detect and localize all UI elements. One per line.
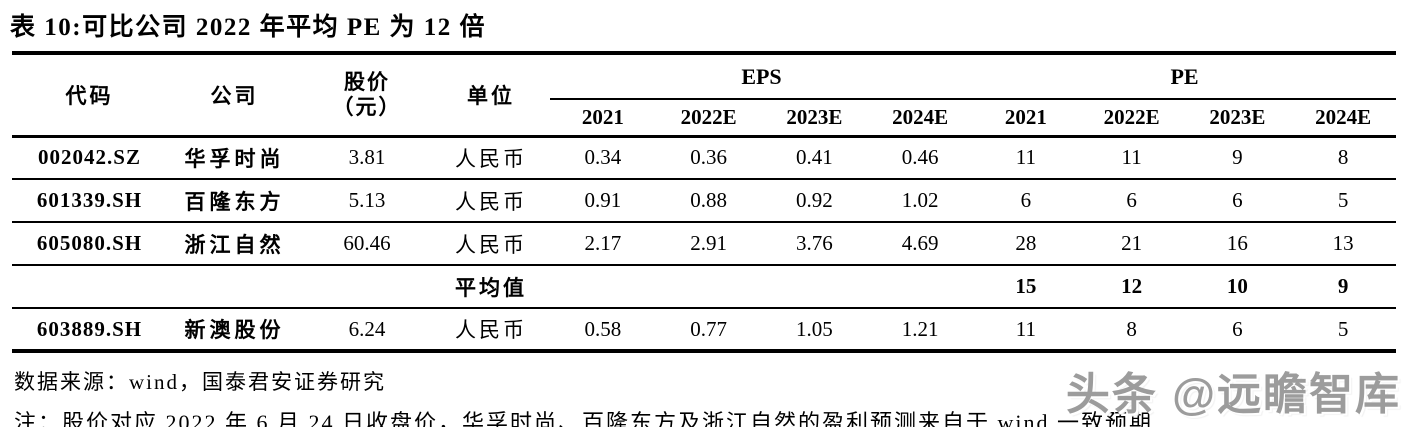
header-unit: 单位 <box>432 53 550 138</box>
table-row: 601339.SH 百隆东方 5.13 人民币 0.91 0.88 0.92 1… <box>12 179 1396 223</box>
table-header-years-row: 2021 2022E 2023E 2024E 2021 2022E 2023E … <box>12 99 1396 138</box>
cell-eps-2023e <box>761 265 868 309</box>
cell-pe-2024e: 13 <box>1290 222 1396 266</box>
cell-pe-2023e: 10 <box>1184 265 1291 309</box>
cell-unit: 人民币 <box>432 136 550 180</box>
cell-pe-2023e: 16 <box>1184 222 1291 266</box>
cell-code <box>12 265 167 309</box>
cell-unit: 人民币 <box>455 318 527 342</box>
cell-company <box>167 265 302 309</box>
cell-eps-2024e: 4.69 <box>867 222 973 266</box>
cell-pe-2024e: 5 <box>1337 316 1349 341</box>
cell-eps-2022e: 0.77 <box>690 316 727 341</box>
cell-pe-2024e: 8 <box>1290 136 1396 180</box>
data-source-note: 数据来源：wind，国泰君安证券研究 <box>14 370 386 394</box>
cell-pe-2021: 6 <box>973 179 1079 223</box>
table-row-average: 平均值 15 12 10 9 <box>12 265 1396 309</box>
cell-pe-2022e: 21 <box>1078 222 1185 266</box>
cell-pe-2024e: 5 <box>1290 179 1396 223</box>
cell-pe-2022e: 8 <box>1126 316 1137 341</box>
cell-eps-2024e: 1.02 <box>867 179 973 223</box>
cell-eps-2023e: 1.05 <box>796 316 833 341</box>
header-code: 代码 <box>12 53 167 138</box>
header-price-line1: 股价 <box>344 69 390 94</box>
cell-eps-2023e: 0.92 <box>761 179 868 223</box>
cell-average-label: 平均值 <box>432 265 550 309</box>
cell-eps-2021: 0.91 <box>550 179 656 223</box>
cell-price: 6.24 <box>348 316 386 341</box>
cell-pe-2021: 11 <box>973 136 1079 180</box>
header-eps-2021: 2021 <box>550 99 656 138</box>
cell-eps-2024e: 1.21 <box>901 316 939 341</box>
header-pe-group: PE <box>973 53 1396 100</box>
header-price: 股价 （元） <box>302 53 432 138</box>
cell-company: 百隆东方 <box>167 179 302 223</box>
header-company: 公司 <box>167 53 302 138</box>
header-price-line2: （元） <box>332 94 402 119</box>
cell-pe-2023e: 6 <box>1184 179 1291 223</box>
cell-unit: 人民币 <box>432 222 550 266</box>
cell-code: 603889.SH <box>36 316 143 341</box>
cell-eps-2021: 0.34 <box>550 136 656 180</box>
cell-code: 601339.SH <box>12 179 167 223</box>
cell-pe-2024e: 9 <box>1290 265 1396 309</box>
page-title: 表 10:可比公司 2022 年平均 PE 为 12 倍 <box>10 14 487 41</box>
cell-eps-2022e: 0.36 <box>655 136 762 180</box>
cell-company: 浙江自然 <box>167 222 302 266</box>
cell-eps-2022e: 2.91 <box>655 222 762 266</box>
cell-code: 605080.SH <box>12 222 167 266</box>
header-eps-group: EPS <box>550 53 973 100</box>
cell-eps-2022e: 0.88 <box>655 179 762 223</box>
table-row: 002042.SZ 华孚时尚 3.81 人民币 0.34 0.36 0.41 0… <box>12 136 1396 180</box>
cell-company: 华孚时尚 <box>167 136 302 180</box>
header-pe-2024e: 2024E <box>1290 99 1396 138</box>
cell-pe-2021: 15 <box>973 265 1079 309</box>
cell-eps-2022e <box>655 265 762 309</box>
header-pe-2021: 2021 <box>973 99 1079 138</box>
cell-price <box>302 265 432 309</box>
comparable-companies-table: 代码 公司 股价 （元） 单位 EPS PE 2021 2022E 2023E … <box>12 51 1396 353</box>
table-row: 603889.SH 新澳股份 6.24 人民币 0.58 0.77 1.05 1… <box>12 308 1396 351</box>
table-header-group-row: 代码 公司 股价 （元） 单位 EPS PE <box>12 53 1396 138</box>
cell-unit: 人民币 <box>432 179 550 223</box>
cell-pe-2023e: 6 <box>1232 316 1243 341</box>
cell-eps-2021 <box>550 265 656 309</box>
cell-price: 3.81 <box>302 136 432 180</box>
cell-pe-2022e: 6 <box>1078 179 1185 223</box>
footnote: 注：股价对应 2022 年 6 月 24 日收盘价，华孚时尚、百隆东方及浙江自然… <box>14 410 1154 427</box>
header-pe-2022e: 2022E <box>1078 99 1185 138</box>
table-row: 605080.SH 浙江自然 60.46 人民币 2.17 2.91 3.76 … <box>12 222 1396 266</box>
cell-eps-2023e: 3.76 <box>761 222 868 266</box>
cell-eps-2021: 0.58 <box>584 316 622 341</box>
cell-price: 60.46 <box>302 222 432 266</box>
cell-company: 新澳股份 <box>184 318 285 342</box>
header-eps-2024e: 2024E <box>867 99 973 138</box>
cell-eps-2024e <box>867 265 973 309</box>
watermark-toutiao-yuanzhan: 头条 @远瞻智库 <box>1065 370 1401 419</box>
cell-pe-2021: 11 <box>1015 316 1036 341</box>
cell-pe-2022e: 12 <box>1078 265 1185 309</box>
cell-eps-2023e: 0.41 <box>761 136 868 180</box>
cell-pe-2022e: 11 <box>1078 136 1185 180</box>
header-eps-2022e: 2022E <box>655 99 762 138</box>
cell-pe-2021: 28 <box>973 222 1079 266</box>
cell-price: 5.13 <box>302 179 432 223</box>
cell-eps-2021: 2.17 <box>550 222 656 266</box>
header-eps-2023e: 2023E <box>761 99 868 138</box>
cell-eps-2024e: 0.46 <box>867 136 973 180</box>
cell-code: 002042.SZ <box>12 136 167 180</box>
cell-pe-2023e: 9 <box>1184 136 1291 180</box>
header-pe-2023e: 2023E <box>1184 99 1291 138</box>
